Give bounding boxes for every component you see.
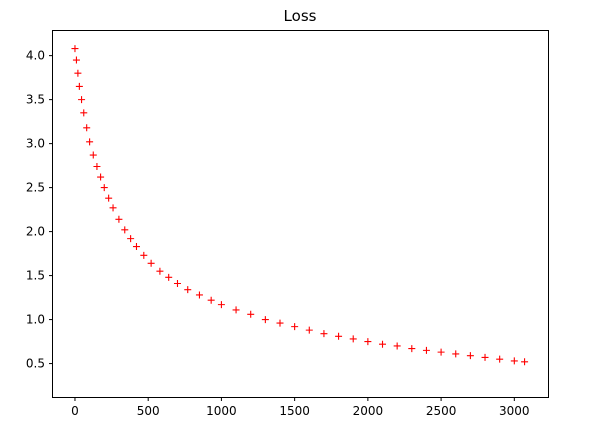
data-point (115, 215, 123, 223)
x-tick-label: 500 (137, 404, 160, 418)
data-point (71, 45, 79, 53)
axes-frame (52, 30, 549, 398)
data-point (320, 330, 328, 338)
data-point (452, 350, 460, 358)
data-point (78, 96, 86, 104)
data-point (261, 316, 269, 324)
data-point (466, 352, 474, 360)
x-tick-label: 3000 (499, 404, 530, 418)
data-point (105, 194, 113, 202)
data-point (132, 243, 140, 251)
data-point (232, 306, 240, 314)
y-tick-label: 2.5 (26, 181, 45, 195)
y-axis: 0.5 1.0 1.5 2.0 2.5 3.0 3.5 4.0 (26, 49, 53, 371)
data-point (291, 323, 299, 331)
data-point (521, 358, 529, 366)
data-point (335, 332, 343, 340)
x-tick-label: 2000 (353, 404, 384, 418)
data-point (276, 319, 284, 327)
data-point (165, 273, 173, 281)
data-markers (71, 45, 529, 366)
data-point (100, 184, 108, 192)
y-tick-label: 1.5 (26, 269, 45, 283)
y-tick-label: 0.5 (26, 357, 45, 371)
data-point (156, 267, 164, 275)
data-point (83, 124, 91, 132)
data-point (349, 335, 357, 343)
data-point (364, 338, 372, 346)
data-point (379, 340, 387, 348)
x-tick-label: 1500 (279, 404, 310, 418)
data-point (97, 173, 105, 181)
data-point (173, 280, 181, 288)
data-point (305, 326, 313, 334)
data-point (496, 355, 504, 363)
data-point (184, 286, 192, 294)
data-point (195, 291, 203, 299)
data-point (89, 151, 97, 159)
data-point (86, 138, 94, 146)
data-point (80, 109, 88, 117)
y-tick-label: 4.0 (26, 49, 45, 63)
y-tick-label: 3.5 (26, 93, 45, 107)
y-tick-label: 1.0 (26, 313, 45, 327)
data-point (481, 353, 489, 361)
data-point (140, 251, 148, 259)
data-point (109, 204, 117, 212)
data-point (510, 357, 518, 365)
x-axis: 0 500 1000 1500 2000 2500 3000 (71, 397, 530, 418)
data-point (422, 346, 430, 354)
data-point (393, 342, 401, 350)
x-tick-label: 2500 (426, 404, 457, 418)
data-point (147, 259, 155, 267)
data-point (437, 348, 445, 356)
y-tick-label: 2.0 (26, 225, 45, 239)
data-point (74, 69, 82, 77)
data-point (75, 82, 83, 90)
data-point (207, 296, 215, 304)
data-point (408, 345, 416, 353)
data-point (217, 301, 225, 309)
data-point (247, 310, 255, 318)
data-point (127, 235, 135, 243)
chart-title: Loss (284, 7, 317, 25)
data-point (121, 226, 129, 234)
y-tick-label: 3.0 (26, 137, 45, 151)
data-point (93, 162, 101, 170)
x-tick-label: 1000 (206, 404, 237, 418)
data-point (72, 56, 80, 64)
x-tick-label: 0 (71, 404, 79, 418)
